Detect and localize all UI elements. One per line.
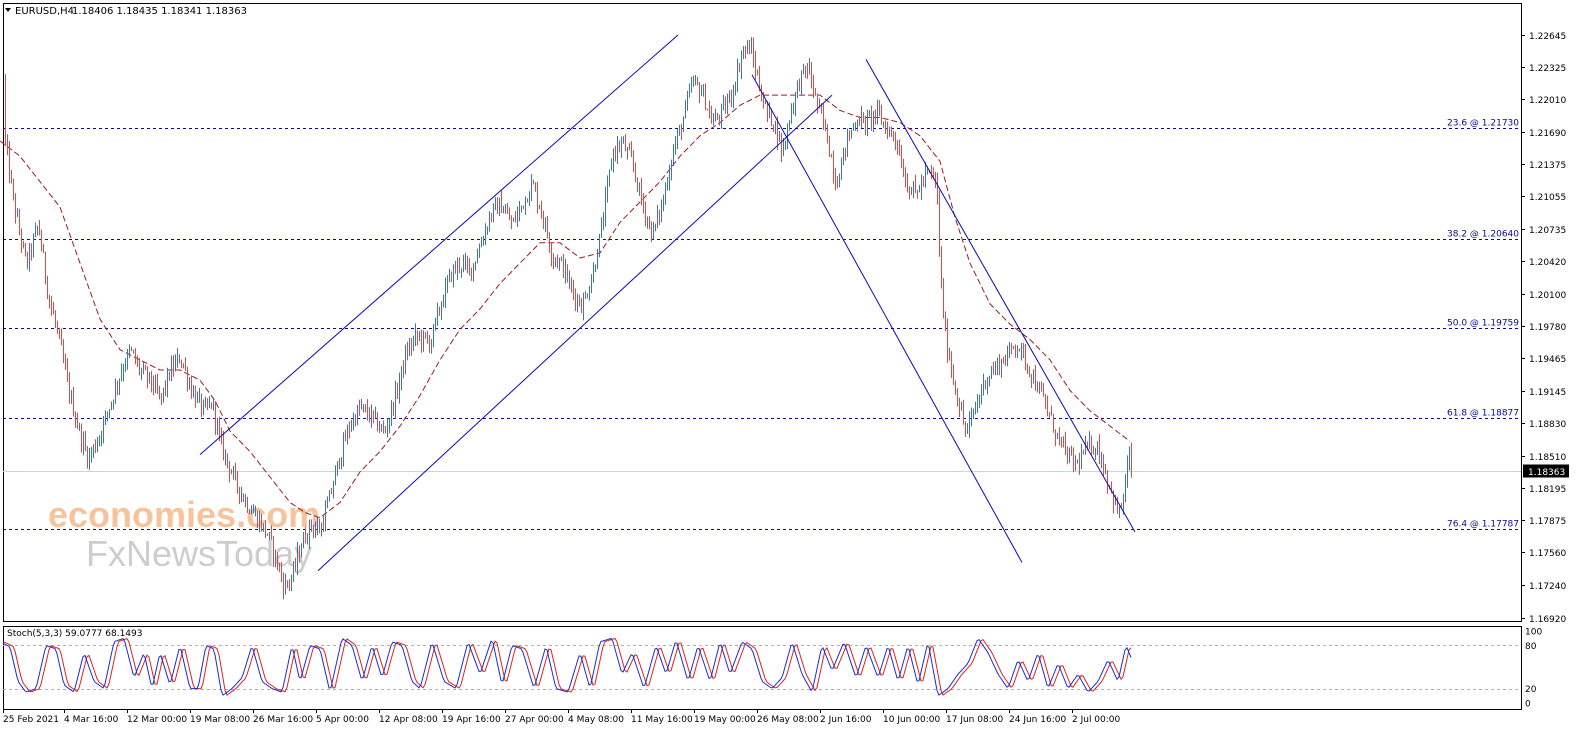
price-tick-label-8: 1.20100 bbox=[1529, 291, 1566, 301]
price-tick-label-6: 1.20735 bbox=[1529, 226, 1566, 236]
stoch-signal-line bbox=[2, 637, 1132, 696]
time-tick-label-4: 26 Mar 16:00 bbox=[253, 715, 313, 725]
time-tick-label-9: 4 May 08:00 bbox=[568, 715, 624, 725]
time-tick-label-3: 19 Mar 08:00 bbox=[190, 715, 250, 725]
price-axis: 1.22645 1.22325 1.22010 1.21690 1.21375 1.210… bbox=[1521, 32, 1569, 625]
chart-header: EURUSD,H4 1.18406 1.18435 1.18341 1.1836… bbox=[5, 6, 247, 17]
price-tick-label-16: 1.17560 bbox=[1529, 549, 1566, 559]
time-tick-label-6: 12 Apr 08:00 bbox=[379, 715, 438, 725]
price-tick-label-1: 1.22325 bbox=[1529, 64, 1566, 74]
time-tick-label-15: 17 Jun 08:00 bbox=[946, 715, 1003, 725]
stoch-main-line bbox=[2, 637, 1132, 696]
stoch-scale-label-100: 100 bbox=[1525, 628, 1542, 638]
time-tick-label-8: 27 Apr 00:00 bbox=[505, 715, 564, 725]
stochastic-label: Stoch(5,3,3) 59.0777 68.1493 bbox=[7, 629, 142, 639]
trend-line-channel-lower[interactable] bbox=[317, 94, 833, 572]
trend-line-falling-line-inner[interactable] bbox=[865, 59, 1136, 533]
fib-label-1: 38.2 @ 1.20640 bbox=[1447, 230, 1519, 240]
price-tick-label-13: 1.18510 bbox=[1529, 453, 1566, 463]
price-tick-label-4: 1.21375 bbox=[1529, 161, 1566, 171]
price-tick-label-17: 1.17240 bbox=[1529, 582, 1566, 592]
price-tick-label-18: 1.16920 bbox=[1529, 615, 1566, 625]
fib-label-4: 76.4 @ 1.17787 bbox=[1447, 520, 1519, 530]
time-tick-label-13: 2 Jun 16:00 bbox=[820, 715, 872, 725]
price-tick-label-12: 1.18830 bbox=[1529, 420, 1566, 430]
time-tick-label-7: 19 Apr 16:00 bbox=[442, 715, 501, 725]
price-tick-label-14: 1.18195 bbox=[1529, 485, 1566, 495]
current-price-label: 1.18363 bbox=[1528, 468, 1565, 478]
time-tick-label-0: 25 Feb 2021 bbox=[3, 715, 59, 725]
watermark-fxnewstoday: FxNewsToday bbox=[86, 533, 312, 574]
fibonacci-levels: 23.6 @ 1.21730 38.2 @ 1.20640 50.0 @ 1.197… bbox=[3, 119, 1521, 530]
stochastic-panel-border bbox=[3, 626, 1522, 710]
price-tick-label-9: 1.19780 bbox=[1529, 323, 1566, 333]
time-tick-label-17: 2 Jul 00:00 bbox=[1072, 715, 1121, 725]
price-tick-label-15: 1.17875 bbox=[1529, 517, 1566, 527]
trend-line-falling-line-outer[interactable] bbox=[751, 74, 1023, 563]
stoch-scale-label-0: 0 bbox=[1525, 700, 1531, 710]
price-tick-label-10: 1.19465 bbox=[1529, 355, 1566, 365]
time-tick-label-2: 12 Mar 00:00 bbox=[127, 715, 187, 725]
triangle-down-icon[interactable] bbox=[5, 8, 11, 12]
time-tick-label-5: 5 Apr 00:00 bbox=[316, 715, 369, 725]
trend-lines[interactable] bbox=[199, 34, 1136, 572]
moving-average bbox=[0, 94, 1131, 519]
symbol-timeframe: EURUSD,H4 bbox=[15, 6, 74, 17]
time-tick-label-12: 26 May 08:00 bbox=[757, 715, 819, 725]
stoch-scale-label-20: 20 bbox=[1525, 685, 1537, 695]
price-panel-border bbox=[3, 3, 1522, 622]
time-axis: 25 Feb 2021 4 Mar 16:00 12 Mar 00:00 19 Mar… bbox=[3, 709, 1121, 725]
fib-label-2: 50.0 @ 1.19759 bbox=[1447, 319, 1519, 329]
stoch-scale-label-80: 80 bbox=[1525, 642, 1537, 652]
time-tick-label-10: 11 May 16:00 bbox=[631, 715, 693, 725]
price-tick-label-0: 1.22645 bbox=[1529, 32, 1566, 42]
moving-average-line bbox=[0, 94, 1131, 519]
watermark-economies: economies.com bbox=[48, 494, 320, 535]
current-price-box bbox=[1523, 464, 1569, 478]
price-tick-label-3: 1.21690 bbox=[1529, 129, 1566, 139]
chart-frame bbox=[3, 3, 1522, 710]
price-tick-label-11: 1.19145 bbox=[1529, 388, 1566, 398]
stochastic-panel: 100 80 20 0 Stoch(5,3,3) 59.0777 68.1493 bbox=[2, 628, 1542, 710]
time-tick-label-16: 24 Jun 16:00 bbox=[1009, 715, 1066, 725]
ohlc-values: 1.18406 1.18435 1.18341 1.18363 bbox=[72, 6, 247, 17]
fib-label-3: 61.8 @ 1.18877 bbox=[1447, 409, 1519, 419]
price-tick-label-5: 1.21055 bbox=[1529, 193, 1566, 203]
price-tick-label-2: 1.22010 bbox=[1529, 96, 1566, 106]
time-tick-label-11: 19 May 00:00 bbox=[694, 715, 756, 725]
time-tick-label-14: 10 Jun 00:00 bbox=[883, 715, 940, 725]
price-tick-label-7: 1.20420 bbox=[1529, 258, 1566, 268]
fib-label-0: 23.6 @ 1.21730 bbox=[1447, 119, 1519, 129]
time-tick-label-1: 4 Mar 16:00 bbox=[64, 715, 119, 725]
trend-line-channel-upper[interactable] bbox=[199, 34, 679, 455]
